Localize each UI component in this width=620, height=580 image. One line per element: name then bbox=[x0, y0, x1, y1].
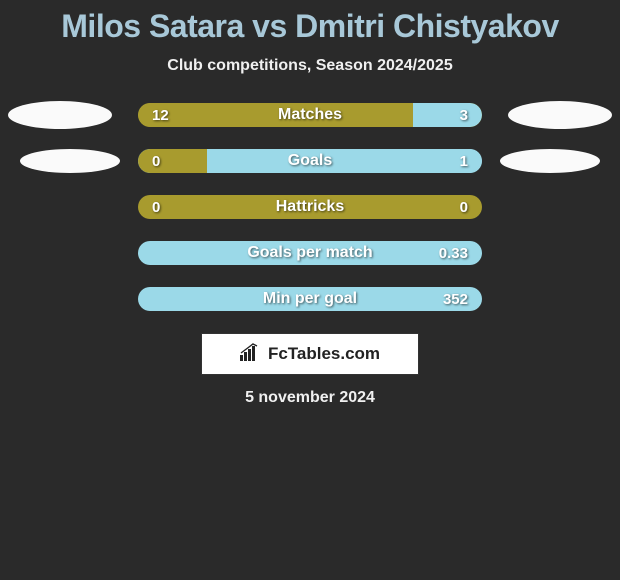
stat-row: 12Matches3 bbox=[0, 103, 620, 127]
stat-row: 0Hattricks0 bbox=[0, 195, 620, 219]
chart-icon bbox=[240, 343, 262, 366]
stat-value-left: 12 bbox=[152, 107, 169, 124]
stat-label: Matches bbox=[138, 106, 482, 124]
stat-bar: Min per goal352 bbox=[138, 287, 482, 311]
brand-text: FcTables.com bbox=[268, 344, 380, 364]
player-right-placeholder bbox=[500, 149, 600, 173]
stat-label: Hattricks bbox=[138, 198, 482, 216]
stat-bar: 12Matches3 bbox=[138, 103, 482, 127]
stat-row: Goals per match0.33 bbox=[0, 241, 620, 265]
stat-bar: Goals per match0.33 bbox=[138, 241, 482, 265]
brand-badge: FcTables.com bbox=[201, 333, 419, 375]
stat-rows: 12Matches30Goals10Hattricks0Goals per ma… bbox=[0, 103, 620, 311]
player-left-placeholder bbox=[20, 149, 120, 173]
comparison-infographic: Milos Satara vs Dmitri Chistyakov Club c… bbox=[0, 0, 620, 407]
player-left-placeholder bbox=[8, 101, 112, 129]
stat-bar: 0Hattricks0 bbox=[138, 195, 482, 219]
stat-value-right: 3 bbox=[460, 107, 468, 124]
page-title: Milos Satara vs Dmitri Chistyakov bbox=[0, 8, 620, 45]
stat-value-right: 0.33 bbox=[439, 245, 468, 262]
stat-value-right: 352 bbox=[443, 291, 468, 308]
stat-row: 0Goals1 bbox=[0, 149, 620, 173]
stat-value-right: 0 bbox=[460, 199, 468, 216]
stat-label: Goals per match bbox=[138, 244, 482, 262]
subtitle: Club competitions, Season 2024/2025 bbox=[0, 57, 620, 75]
stat-bar: 0Goals1 bbox=[138, 149, 482, 173]
stat-label: Min per goal bbox=[138, 290, 482, 308]
stat-row: Min per goal352 bbox=[0, 287, 620, 311]
stat-value-right: 1 bbox=[460, 153, 468, 170]
player-right-placeholder bbox=[508, 101, 612, 129]
date-text: 5 november 2024 bbox=[0, 389, 620, 407]
stat-value-left: 0 bbox=[152, 153, 160, 170]
stat-label: Goals bbox=[138, 152, 482, 170]
stat-value-left: 0 bbox=[152, 199, 160, 216]
